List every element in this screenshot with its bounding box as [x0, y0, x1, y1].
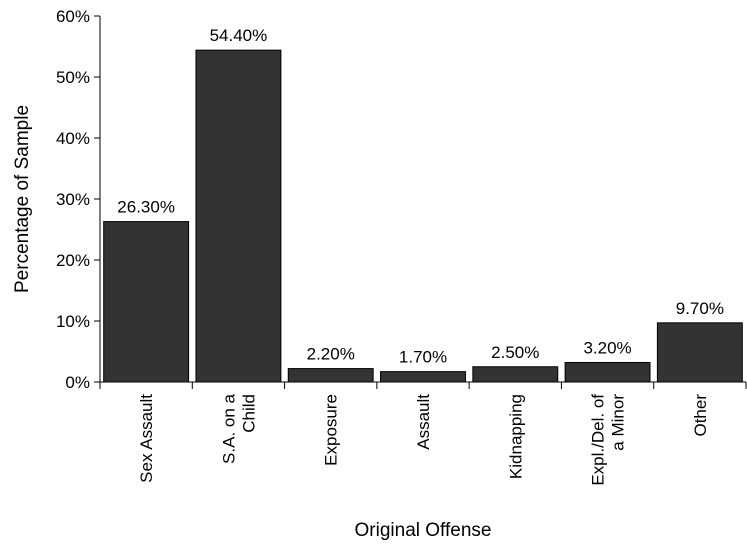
category-label: Other [691, 394, 710, 437]
y-axis: 0% 10% 20% 30% 40% 50% 60% [56, 7, 101, 392]
category-label-line: Sex Assault [137, 394, 156, 483]
value-labels: 26.30% 54.40% 2.20% 1.70% 2.50% 3.20% 9.70% [117, 26, 724, 366]
category-label: Expl./Del. of a Minor [589, 394, 628, 486]
bar [103, 221, 190, 383]
category-label-line: Expl./Del. of [589, 394, 608, 486]
y-tick-label: 40% [56, 129, 90, 148]
category-label: Sex Assault [137, 394, 156, 483]
y-tick-label: 60% [56, 7, 90, 26]
value-label: 26.30% [117, 198, 175, 217]
category-label-line: Child [239, 394, 258, 433]
category-label: Kidnapping [506, 394, 525, 479]
y-axis-title: Percentage of Sample [12, 105, 33, 293]
x-axis [99, 381, 747, 389]
y-tick-label: 0% [65, 373, 90, 392]
bar [472, 366, 559, 383]
category-label-line: Assault [414, 394, 433, 450]
y-tick-label: 50% [56, 68, 90, 87]
value-label: 54.40% [210, 26, 268, 45]
y-tick-label: 10% [56, 312, 90, 331]
bar [564, 361, 651, 383]
category-label: Exposure [322, 394, 341, 466]
x-axis-title: Original Offense [355, 520, 492, 541]
bar [656, 322, 743, 383]
category-label-line: Exposure [322, 394, 341, 466]
value-label: 1.70% [399, 348, 447, 367]
category-label-line: a Minor [609, 394, 628, 451]
category-label-line: Other [691, 394, 710, 437]
category-labels: Sex Assault S.A. on a Child Exposure Assault… [137, 393, 710, 485]
bars [103, 49, 743, 383]
value-label: 2.20% [307, 345, 355, 364]
category-label: Assault [414, 394, 433, 450]
value-label: 3.20% [583, 338, 631, 357]
bar [380, 371, 466, 383]
category-label-line: S.A. on a [219, 393, 238, 463]
y-tick-label: 20% [56, 251, 90, 270]
y-tick-label: 30% [56, 190, 90, 209]
value-label: 2.50% [491, 343, 539, 362]
category-label-line: Kidnapping [506, 394, 525, 479]
value-label: 9.70% [676, 299, 724, 318]
bar [287, 368, 374, 383]
category-label: S.A. on a Child [219, 393, 258, 463]
bar [195, 49, 282, 383]
